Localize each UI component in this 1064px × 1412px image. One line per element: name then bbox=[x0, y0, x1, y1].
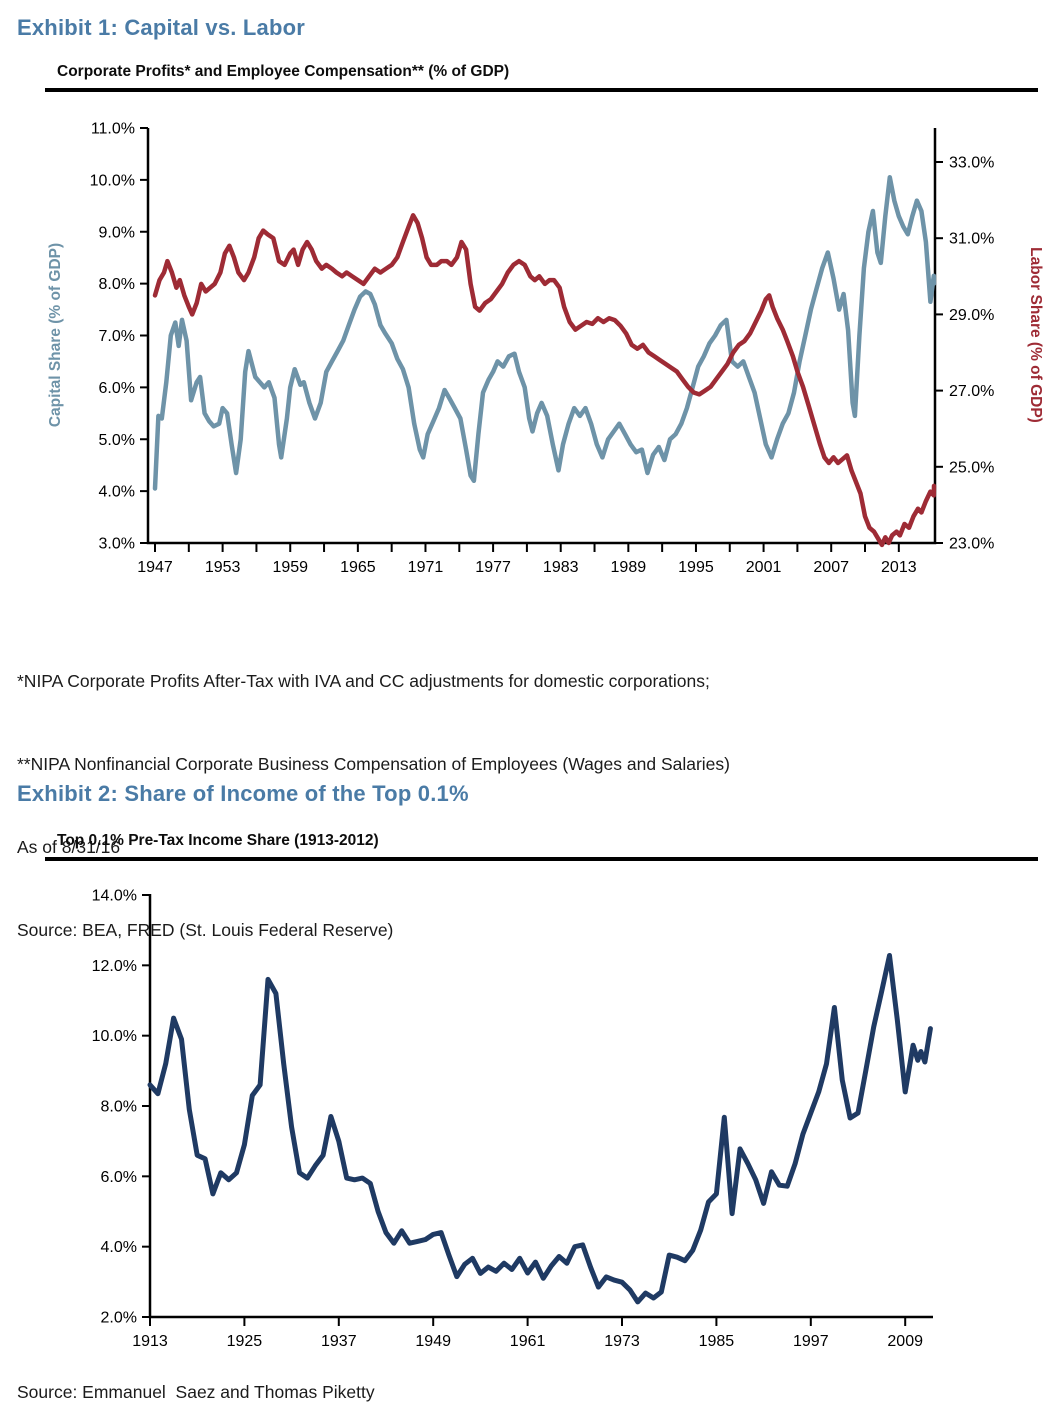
chart1-x-tick-label: 1995 bbox=[678, 559, 714, 576]
chart2-title: Top 0.1% Pre-Tax Income Share (1913-2012… bbox=[57, 832, 379, 849]
chart1-left-tick-label: 4.0% bbox=[99, 484, 135, 501]
chart1-x-tick-label: 1971 bbox=[408, 559, 444, 576]
chart1-left-tick-label: 10.0% bbox=[90, 172, 135, 189]
chart2-title-rule bbox=[45, 857, 1038, 861]
chart1-left-tick-label: 9.0% bbox=[99, 224, 135, 241]
chart2-x-tick-label: 1985 bbox=[699, 1333, 735, 1350]
chart1-axes bbox=[146, 128, 937, 545]
chart1-title-rule bbox=[45, 88, 1038, 92]
chart2-x-tick-label: 1937 bbox=[321, 1333, 357, 1350]
chart1-left-tick-label: 7.0% bbox=[99, 328, 135, 345]
chart1-x-tick-label: 1983 bbox=[543, 559, 579, 576]
chart2-x-tick-label: 1973 bbox=[604, 1333, 640, 1350]
chart2-x-tick-label: 1913 bbox=[132, 1333, 168, 1350]
footnote-line: *NIPA Corporate Profits After-Tax with I… bbox=[17, 671, 710, 692]
labor-share-line bbox=[152, 213, 937, 548]
chart1-left-tick-label: 8.0% bbox=[99, 276, 135, 293]
chart1-right-tick-label: 27.0% bbox=[949, 383, 994, 400]
chart1-x-tick-label: 1959 bbox=[272, 559, 308, 576]
chart1-right-tick-label: 31.0% bbox=[949, 231, 994, 248]
chart1-left-tick-label: 11.0% bbox=[91, 121, 135, 138]
chart1-left-tick-label: 6.0% bbox=[99, 380, 135, 397]
footnote-line: **NIPA Nonfinancial Corporate Business C… bbox=[17, 753, 730, 774]
chart2-left-tick-label: 6.0% bbox=[101, 1169, 137, 1186]
chart2-left-tick-label: 12.0% bbox=[92, 958, 137, 975]
chart1-left-tick-label: 5.0% bbox=[99, 432, 135, 449]
chart1-x-tick-label: 1947 bbox=[137, 559, 173, 576]
chart2-x-tick-label: 1925 bbox=[227, 1333, 263, 1350]
exhibit2-heading: Exhibit 2: Share of Income of the Top 0.… bbox=[17, 781, 469, 806]
chart1-right-tick-label: 23.0% bbox=[949, 536, 994, 553]
chart1-left-tick-label: 3.0% bbox=[99, 536, 135, 553]
chart1-x-tick-label: 1953 bbox=[205, 559, 241, 576]
exhibit2-source: Source: Emmanuel Saez and Thomas Piketty bbox=[17, 1382, 375, 1402]
chart2-left-tick-label: 8.0% bbox=[101, 1099, 137, 1116]
chart2-x-tick-label: 1961 bbox=[510, 1333, 546, 1350]
chart2-x-tick-label: 2009 bbox=[887, 1333, 923, 1350]
chart2-x-tick-label: 1997 bbox=[793, 1333, 829, 1350]
chart1-right-tick-label: 29.0% bbox=[949, 307, 994, 324]
chart1-left-axis-title: Capital Share (% of GDP) bbox=[47, 243, 64, 427]
chart2-x-tick-label: 1949 bbox=[415, 1333, 451, 1350]
chart1-right-tick-label: 33.0% bbox=[949, 155, 994, 172]
chart2-left-tick-label: 14.0% bbox=[92, 888, 137, 905]
chart2-left-tick-label: 4.0% bbox=[101, 1239, 137, 1256]
chart1-x-tick-label: 1977 bbox=[475, 559, 511, 576]
chart1-x-tick-label: 2013 bbox=[881, 559, 917, 576]
chart1-title: Corporate Profits* and Employee Compensa… bbox=[57, 63, 510, 80]
chart2-left-tick-label: 2.0% bbox=[101, 1310, 137, 1327]
chart1-x-tick-label: 2007 bbox=[813, 559, 849, 576]
footnote-line: As of 8/31/16 bbox=[17, 836, 121, 857]
capital-share-line bbox=[152, 175, 937, 491]
exhibit1-heading: Exhibit 1: Capital vs. Labor bbox=[17, 15, 305, 40]
footnote-line: Source: BEA, FRED (St. Louis Federal Res… bbox=[17, 919, 394, 940]
chart1-x-tick-label: 1965 bbox=[340, 559, 376, 576]
chart1-x-tick-label: 2001 bbox=[746, 559, 782, 576]
chart1-footnotes: *NIPA Corporate Profits After-Tax with I… bbox=[17, 613, 1037, 972]
top01-income-share-line bbox=[147, 953, 933, 1305]
chart2-left-tick-label: 10.0% bbox=[92, 1028, 137, 1045]
chart1-x-tick-label: 1989 bbox=[611, 559, 647, 576]
chart1-right-axis-title: Labor Share (% of GDP) bbox=[1027, 247, 1044, 423]
chart1-right-tick-label: 25.0% bbox=[949, 459, 994, 476]
